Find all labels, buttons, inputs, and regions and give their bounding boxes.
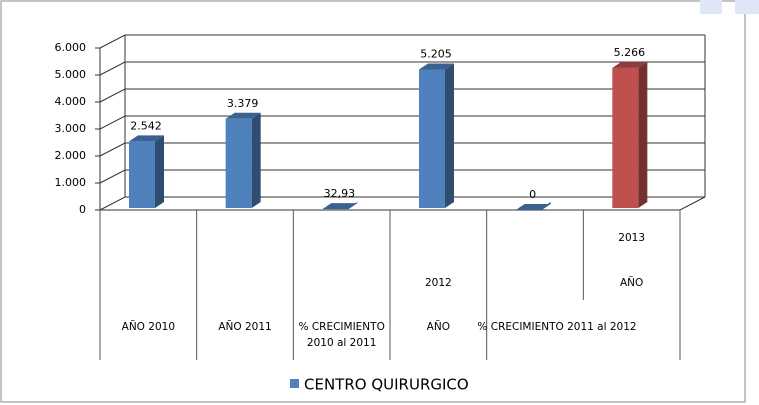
bar-side	[155, 135, 164, 208]
data-label: 5.205	[420, 47, 452, 60]
data-label: 5.266	[614, 46, 646, 59]
x-tick-label: % CRECIMIENTO	[299, 321, 385, 333]
y-tick-label: 2.000	[55, 149, 87, 162]
legend-label: CENTRO QUIRURGICO	[304, 376, 469, 394]
data-label: 32,93	[324, 187, 356, 200]
y-tick-label: 0	[79, 203, 86, 216]
data-label: 0	[529, 188, 536, 201]
y-tick-label: 5.000	[55, 68, 87, 81]
x-tick-label: AÑO	[427, 320, 450, 333]
bar-top	[225, 112, 261, 119]
bar-top	[515, 204, 551, 210]
x-tick-label: AÑO 2011	[218, 320, 271, 333]
y-tick-label: 4.000	[55, 95, 87, 108]
bar-side	[638, 61, 648, 209]
decoration	[735, 0, 759, 14]
y-tick-label: 1.000	[55, 176, 87, 189]
bar	[419, 69, 445, 208]
bar-side	[251, 112, 261, 208]
y-tick-label: 3.000	[55, 122, 87, 135]
bar	[612, 67, 639, 209]
y-tick-label: 6.000	[55, 41, 87, 54]
bar-top	[419, 63, 454, 70]
bar-top	[129, 135, 164, 142]
x-tick-label: AÑO	[620, 276, 643, 289]
x-tick-label: 2010 al 2011	[307, 337, 376, 349]
decoration	[700, 0, 722, 14]
bar-side	[445, 63, 454, 209]
data-label: 3.379	[227, 97, 259, 110]
x-tick-label: AÑO 2010	[122, 320, 175, 333]
x-tick-label: % CRECIMIENTO 2011 al 2012	[477, 321, 636, 333]
bar	[129, 141, 155, 208]
x-tick-label: 2012	[425, 277, 452, 289]
x-tick-label: 2013	[618, 232, 645, 244]
data-label: 2.542	[130, 119, 162, 132]
bar-top	[612, 61, 648, 68]
legend-swatch	[290, 379, 299, 388]
bar	[225, 118, 252, 208]
bar-top	[322, 203, 358, 210]
